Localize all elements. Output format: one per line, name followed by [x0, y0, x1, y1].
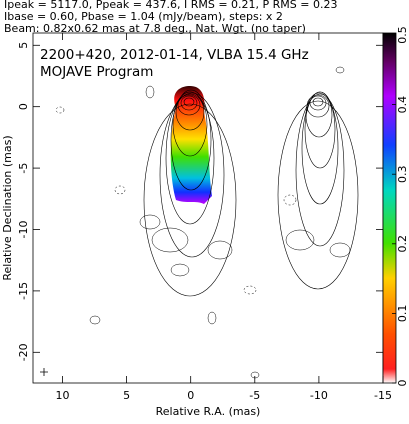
x-tick-label: -5	[249, 389, 260, 402]
plot-frame	[32, 32, 384, 384]
y-tick-label: -10	[17, 221, 30, 239]
colorbar-tick-label: 0.5	[396, 26, 409, 44]
x-tick-label: -15	[374, 389, 392, 402]
chart-title: 2200+420, 2012-01-14, VLBA 15.4 GHz	[40, 47, 309, 63]
x-axis-label: Relative R.A. (mas)	[156, 405, 261, 418]
colorbar-tick-label: 0.3	[396, 165, 409, 183]
contour-map	[40, 66, 359, 379]
colorbar-tick-label: 0.2	[396, 235, 409, 253]
x-tick-label: 10	[55, 389, 69, 402]
x-tick-label: -10	[310, 389, 328, 402]
y-tick-label: 0	[17, 103, 30, 110]
jet-contours	[143, 89, 359, 297]
header-line: Ibase = 0.60, Pbase = 1.04 (mJy/beam), s…	[4, 10, 283, 23]
x-tick-label: 0	[187, 389, 194, 402]
chart-subtitle: MOJAVE Program	[40, 64, 153, 80]
y-tick-label: 5	[17, 42, 30, 49]
header-line: Ipeak = 5117.0, Ppeak = 437.6, I RMS = 0…	[4, 0, 338, 11]
y-tick-label: -5	[17, 163, 30, 174]
colorbar	[382, 32, 397, 384]
colorbar-tick-label: 0.4	[396, 96, 409, 114]
x-tick-label: 5	[123, 389, 130, 402]
colorbar-tick-label: 0	[396, 380, 409, 387]
header-line: Beam: 0.82x0.62 mas at 7.8 deg., Nat. Wg…	[4, 22, 306, 35]
polarization-color	[170, 86, 212, 204]
y-tick-label: -15	[17, 282, 30, 300]
header: Ipeak = 5117.0, Ppeak = 437.6, I RMS = 0…	[4, 0, 338, 35]
colorbar-tick-label: 0.1	[396, 305, 409, 323]
beam-marker	[40, 368, 48, 376]
y-axis-label: Relative Declination (mas)	[1, 135, 14, 280]
y-tick-label: -20	[17, 343, 30, 361]
